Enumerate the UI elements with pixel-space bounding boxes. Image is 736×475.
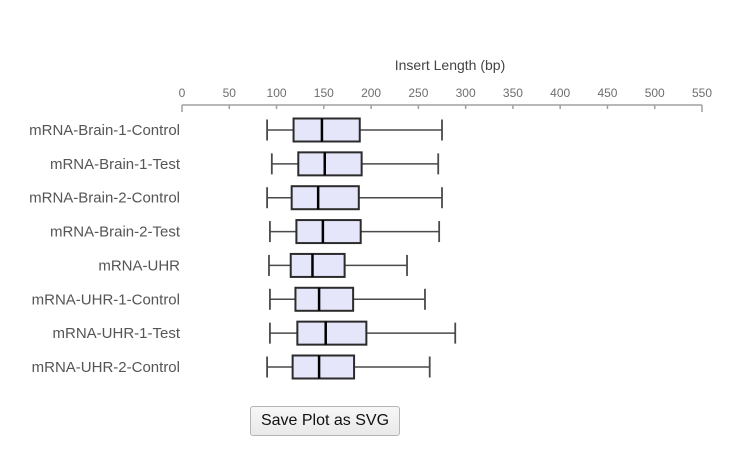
axis-tick-label: 100 [267,86,287,100]
category-label: mRNA-Brain-2-Test [50,224,181,241]
category-label: mRNA-UHR-2-Control [32,359,180,376]
box-row: mRNA-Brain-1-Test [50,151,440,177]
box-row: mRNA-Brain-2-Control [29,185,443,211]
iqr-box [296,320,368,346]
category-label: mRNA-Brain-1-Control [29,122,180,139]
iqr-box [297,151,363,177]
axis-tick-label: 200 [361,86,381,100]
axis-tick-label: 50 [223,86,237,100]
iqr-box [290,185,360,211]
category-label: mRNA-Brain-2-Control [29,190,180,207]
category-label: mRNA-UHR-1-Test [53,325,181,342]
chart-title: Insert Length (bp) [394,57,506,73]
iqr-box [289,252,346,278]
box-row: mRNA-UHR [98,252,408,278]
box-row: mRNA-UHR-2-Control [32,354,431,380]
axis-tick-label: 150 [314,86,334,100]
axis-tick-label: 300 [456,86,476,100]
axis-tick-label: 500 [645,86,665,100]
box-row: mRNA-Brain-1-Control [29,117,443,143]
box-row: mRNA-UHR-1-Test [53,320,457,346]
iqr-box [294,286,355,312]
iqr-box [295,219,362,245]
iqr-box [292,117,361,143]
iqr-box [291,354,356,380]
box-row: mRNA-Brain-2-Test [50,219,441,245]
category-label: mRNA-UHR [98,257,180,274]
axis-tick-label: 0 [179,86,186,100]
axis-tick-label: 550 [692,86,712,100]
axis-tick-label: 250 [408,86,428,100]
axis-tick-label: 350 [503,86,523,100]
axis-tick-label: 400 [550,86,570,100]
category-label: mRNA-Brain-1-Test [50,156,181,173]
category-label: mRNA-UHR-1-Control [32,291,180,308]
save-plot-svg-button[interactable]: Save Plot as SVG [250,406,400,436]
boxplot-canvas: 0 50 100 150 200 250 300 350 400 450 500 550 mRNA-Br… [29,86,712,380]
axis-tick-label: 450 [597,86,617,100]
box-row: mRNA-UHR-1-Control [32,286,426,312]
